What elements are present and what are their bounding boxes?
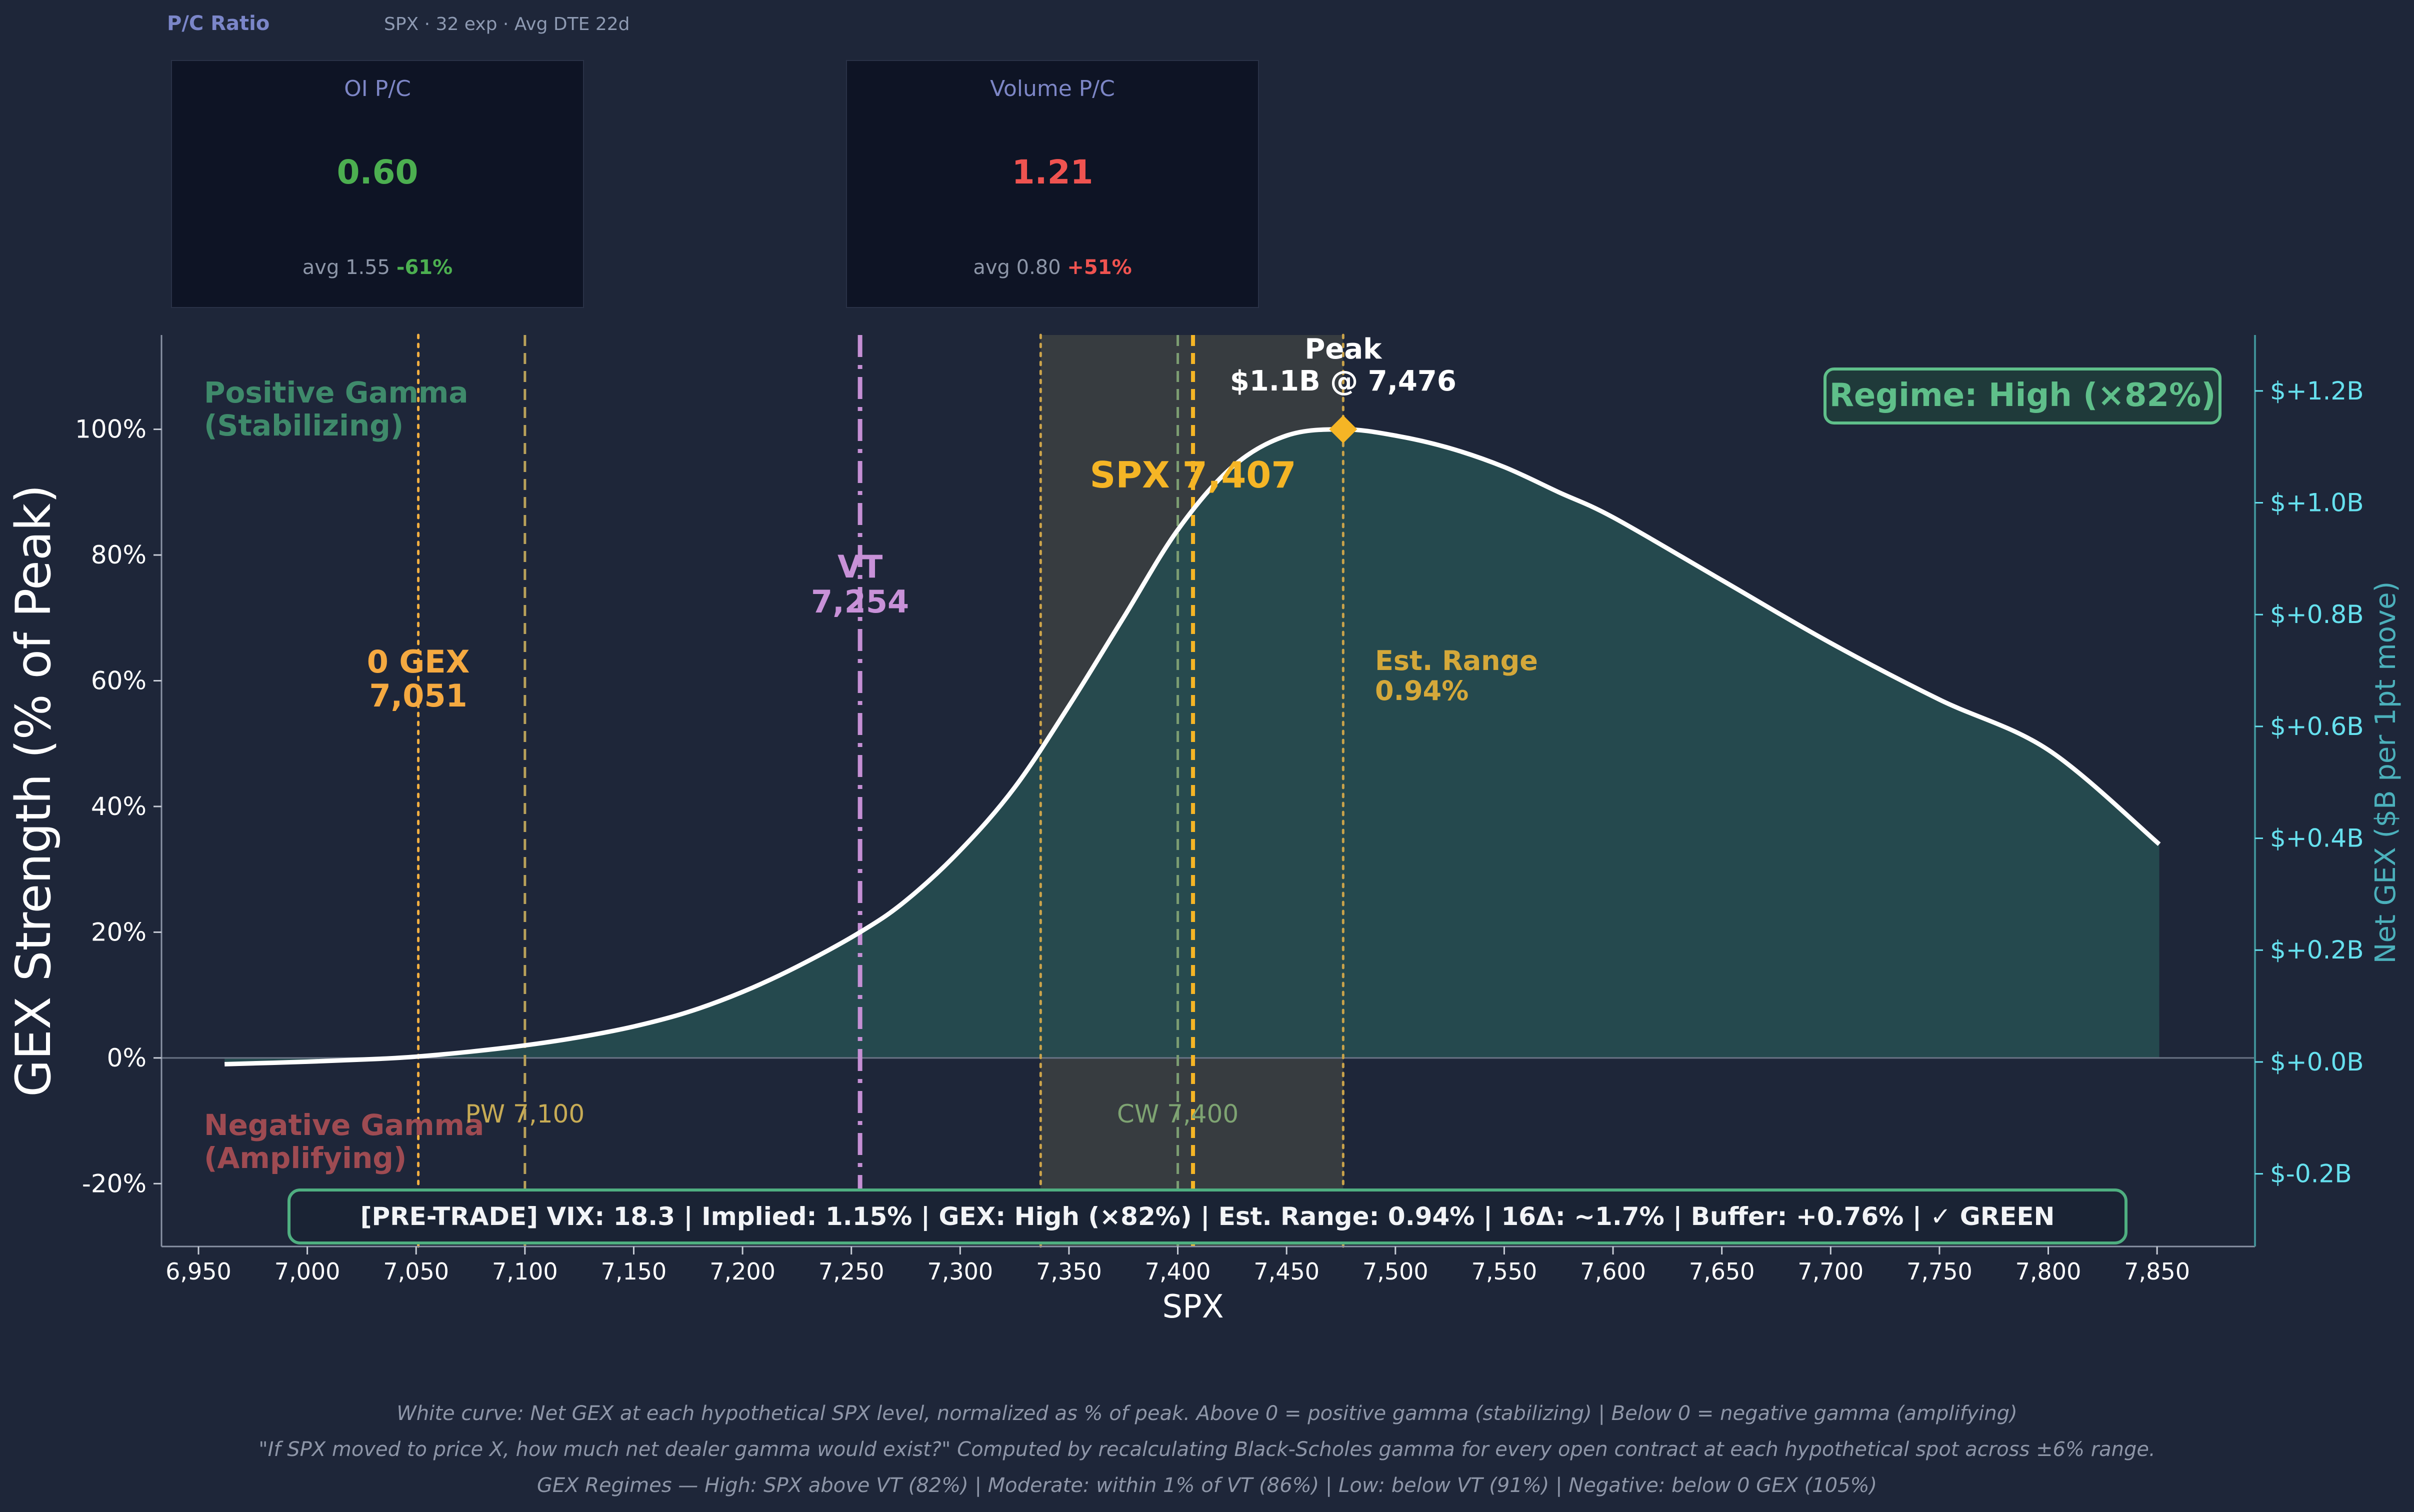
pc-ratio-title: P/C Ratio [167, 12, 270, 35]
volume-pc-card: Volume P/C 1.21 avg 0.80 +51% [846, 60, 1259, 308]
volume-pc-value: 1.21 [1012, 153, 1094, 192]
x-tick-label-7100: 7,100 [492, 1258, 558, 1285]
y-tick-label-80: 80% [91, 540, 146, 570]
x-tick-label-7550: 7,550 [1472, 1258, 1538, 1285]
x-tick-label-7800: 7,800 [2016, 1258, 2082, 1285]
est-range-label-1: Est. Range [1375, 645, 1538, 676]
y-tick-label-40: 40% [91, 792, 146, 821]
y-tick-label--20: -20% [82, 1169, 146, 1198]
peak-label-1: Peak [1304, 333, 1382, 366]
footer-line-2: "If SPX moved to price X, how much net d… [258, 1438, 2156, 1461]
y-tick-label-20: 20% [91, 918, 146, 946]
negative-gamma-label-1: Negative Gamma [204, 1108, 484, 1142]
pretrade-box [288, 1188, 2128, 1244]
pc-ratio-subtitle: SPX · 32 exp · Avg DTE 22d [384, 14, 630, 34]
x-tick-label-7600: 7,600 [1580, 1258, 1646, 1285]
cw-label: CW 7,400 [1117, 1100, 1238, 1128]
zero-gex-label-1: 0 GEX [367, 644, 470, 680]
oi-pc-label: OI P/C [344, 76, 411, 102]
pretrade-label: [PRE-TRADE] VIX: 18.3 | Implied: 1.15% |… [360, 1202, 2055, 1231]
est-range-label-2: 0.94% [1375, 675, 1468, 706]
y2-tick-label-1: $+0.0B [2270, 1048, 2364, 1076]
y2-tick-label-5: $+0.8B [2270, 600, 2364, 629]
vt-label-1: VT [838, 548, 882, 585]
pw-label: PW 7,100 [466, 1100, 585, 1128]
y2-tick-label-3: $+0.4B [2270, 824, 2364, 853]
x-tick-label-7250: 7,250 [818, 1258, 884, 1285]
x-tick-label-7400: 7,400 [1145, 1258, 1211, 1285]
volume-pc-change: +51% [1067, 256, 1132, 279]
vt-label-2: 7,254 [811, 584, 909, 620]
x-tick-label-7000: 7,000 [274, 1258, 340, 1285]
y-tick-label-100: 100% [75, 415, 146, 444]
peak-label-2: $1.1B @ 7,476 [1230, 365, 1456, 398]
positive-gamma-label-1: Positive Gamma [204, 376, 468, 410]
x-tick-label-7050: 7,050 [383, 1258, 449, 1285]
x-axis-label: SPX [1162, 1288, 1224, 1326]
zero-gex-label-2: 7,051 [370, 678, 468, 714]
x-tick-label-7750: 7,750 [1906, 1258, 1972, 1285]
gex-chart: Peak$1.1B @ 7,476 6,950 7,000 7,050 7,100 7,1… [6, 333, 2402, 1326]
oi-pc-avg-text: avg 1.55 [302, 256, 390, 279]
volume-pc-avg: avg 0.80 +51% [847, 256, 1258, 279]
volume-pc-avg-text: avg 0.80 [973, 256, 1061, 279]
spx-label: SPX 7,407 [1090, 454, 1296, 496]
footer-line-3: GEX Regimes — High: SPX above VT (82%) |… [536, 1474, 1878, 1497]
footer-line-1: White curve: Net GEX at each hypothetica… [396, 1402, 2018, 1425]
x-tick-label-7850: 7,850 [2124, 1258, 2190, 1285]
x-tick-label-7700: 7,700 [1798, 1258, 1864, 1285]
oi-pc-avg: avg 1.55 -61% [172, 256, 583, 279]
x-tick-label-7450: 7,450 [1254, 1258, 1320, 1285]
y-tick-label-60: 60% [91, 666, 146, 695]
y2-tick-label-2: $+0.2B [2270, 936, 2364, 964]
regime-label: Regime: High (×82%) [1830, 377, 2216, 414]
x-tick-label-7300: 7,300 [927, 1258, 993, 1285]
oi-pc-change: -61% [396, 256, 453, 279]
x-tick-label-7200: 7,200 [710, 1258, 776, 1285]
y2-tick-label-0: $-0.2B [2270, 1160, 2352, 1188]
gex-curve [224, 427, 2161, 1066]
negative-gamma-label-2: (Amplifying) [204, 1141, 406, 1175]
y-tick-label-0: 0% [107, 1044, 146, 1072]
oi-pc-card: OI P/C 0.60 avg 1.55 -61% [171, 60, 584, 308]
peak-marker [1329, 415, 1358, 444]
positive-gamma-label-2: (Stabilizing) [204, 408, 404, 442]
gex-fill-area [224, 429, 2160, 1064]
x-tick-label-7650: 7,650 [1689, 1258, 1755, 1285]
y2-tick-label-4: $+0.6B [2270, 712, 2364, 741]
volume-pc-label: Volume P/C [990, 76, 1115, 102]
y2-tick-label-7: $+1.2B [2270, 376, 2364, 406]
oi-pc-value: 0.60 [336, 153, 418, 192]
x-tick-label-6950: 6,950 [166, 1258, 232, 1285]
x-tick-label-7500: 7,500 [1362, 1258, 1428, 1285]
y2-axis-label: Net GEX ($B per 1pt move) [2370, 582, 2402, 964]
x-tick-label-7350: 7,350 [1036, 1258, 1102, 1285]
x-tick-label-7150: 7,150 [601, 1258, 667, 1285]
y-axis-label: GEX Strength (% of Peak) [6, 484, 62, 1097]
y2-tick-label-6: $+1.0B [2270, 488, 2364, 518]
regime-box [1824, 368, 2222, 424]
